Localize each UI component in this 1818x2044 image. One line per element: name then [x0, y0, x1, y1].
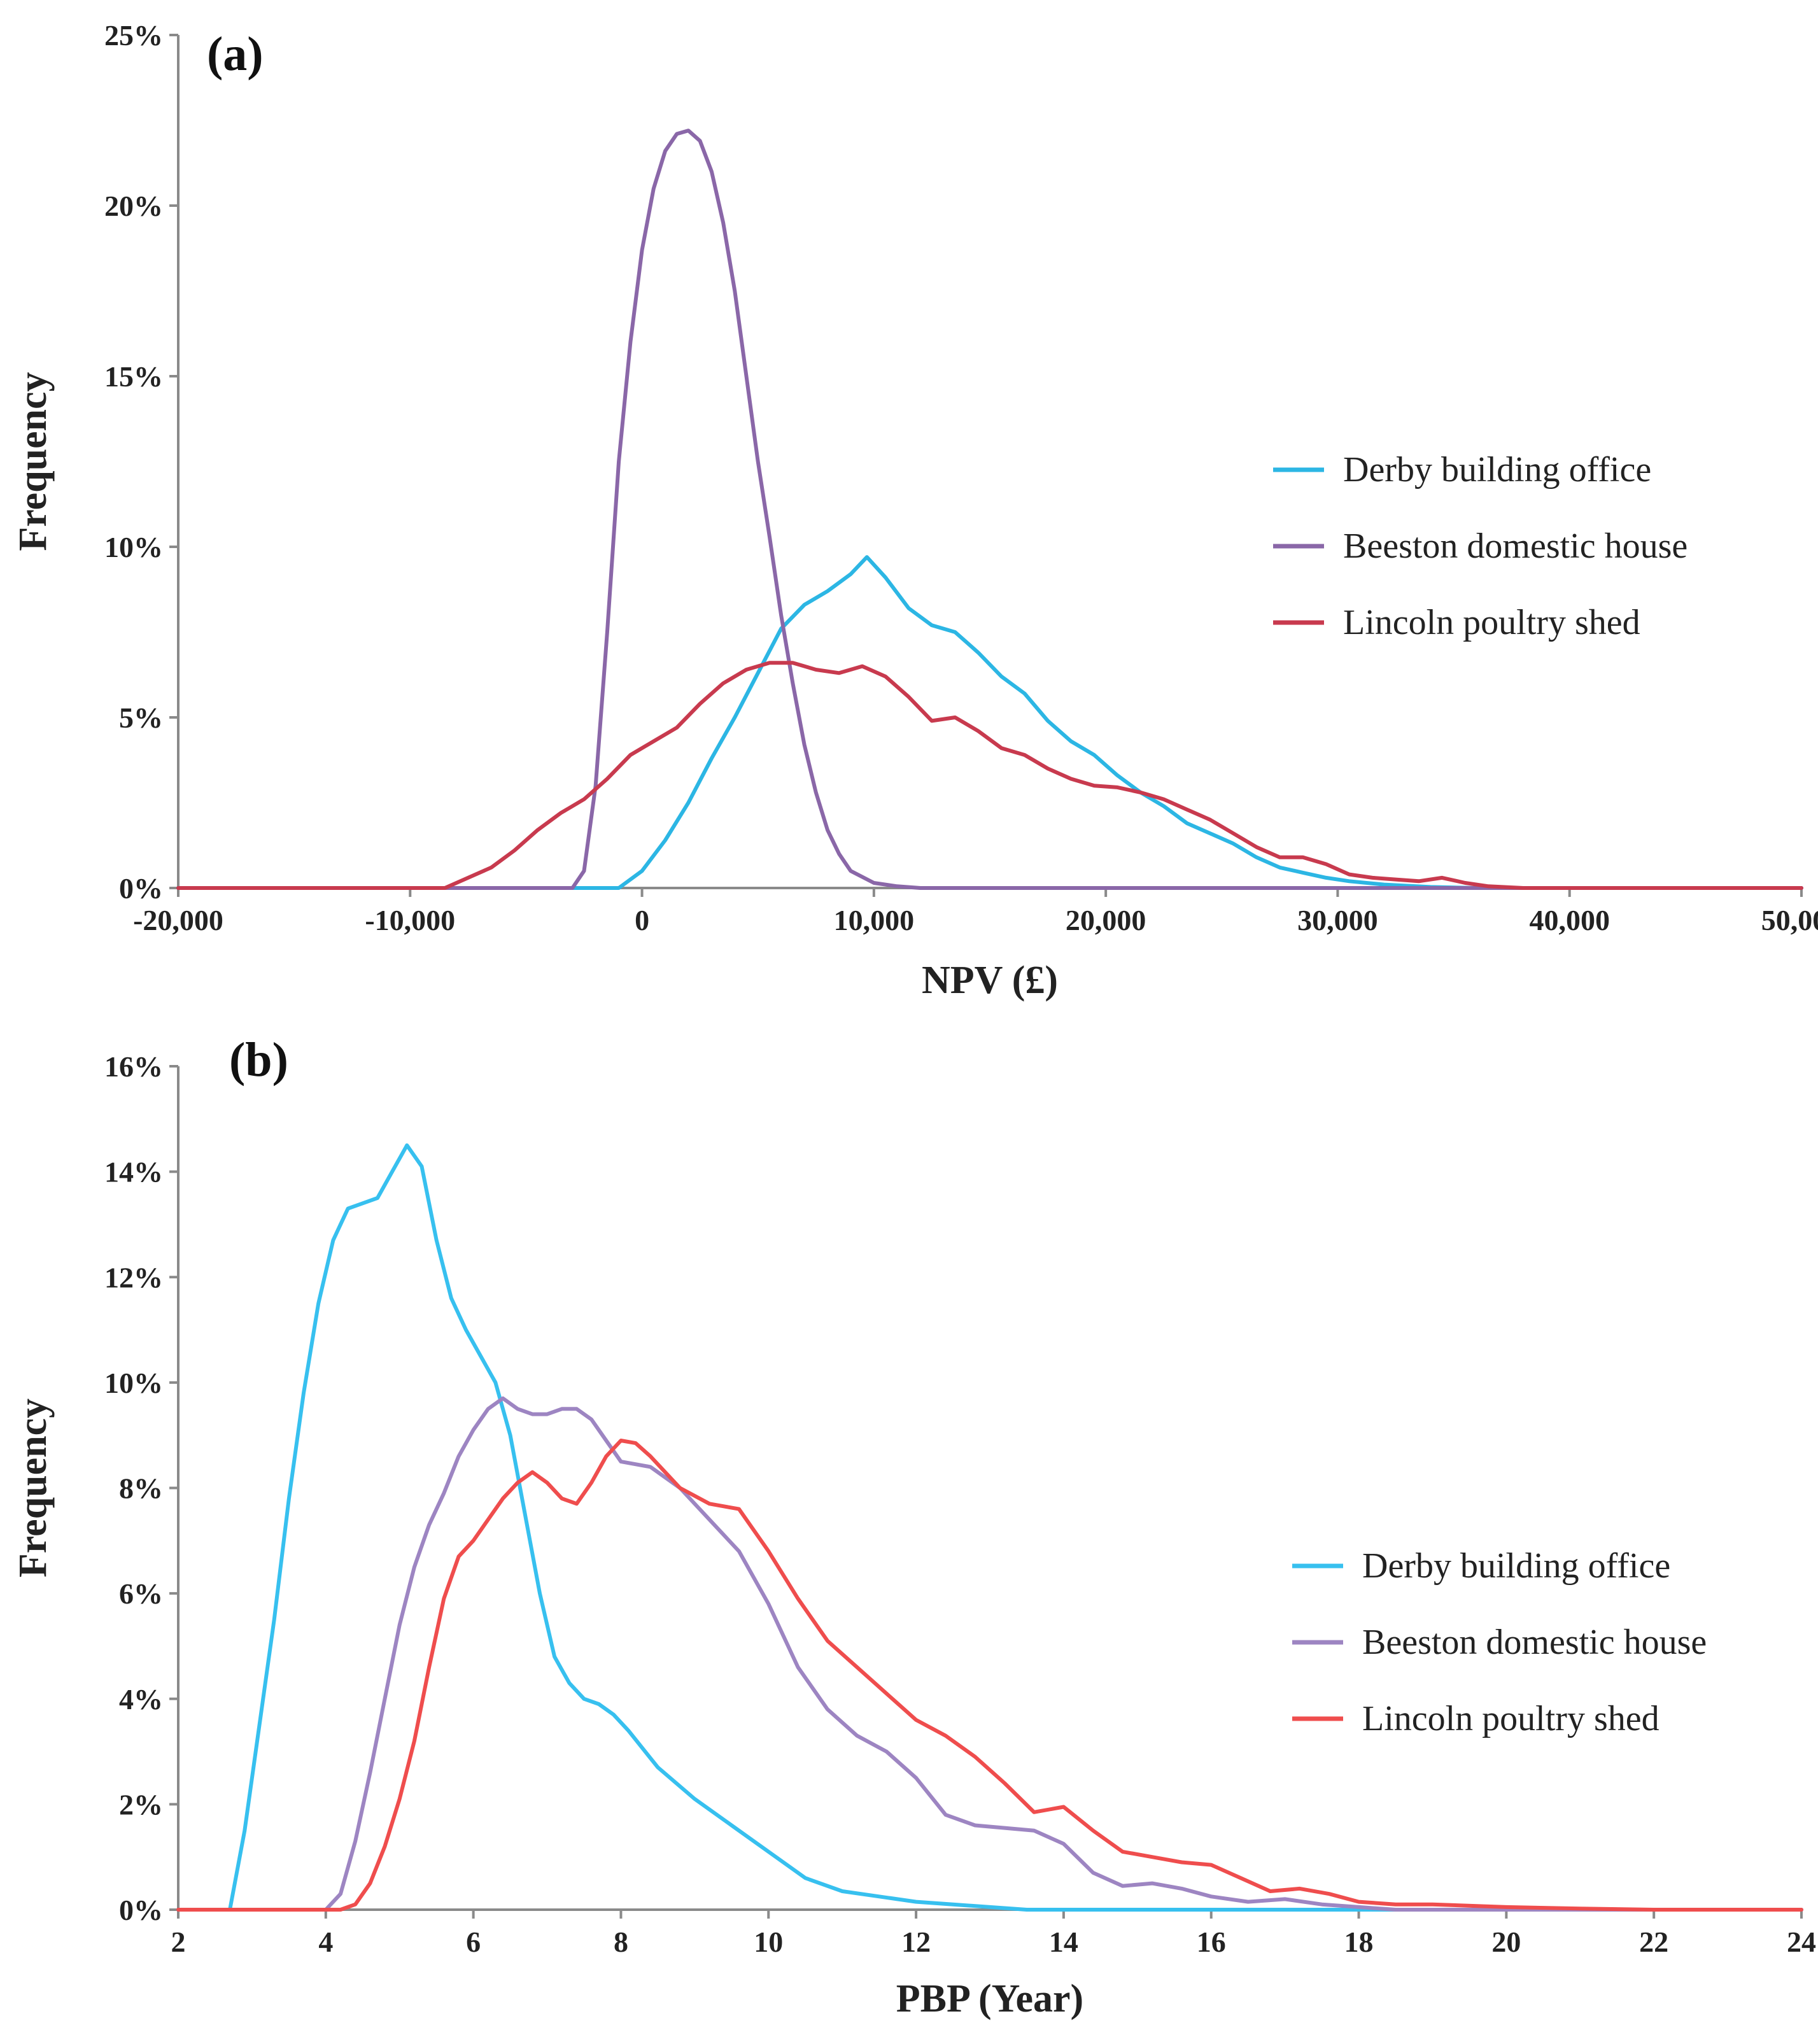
y-tick-label: 14% — [104, 1156, 163, 1188]
x-tick-label: -10,000 — [365, 904, 455, 936]
series-line-1 — [176, 1396, 1803, 1912]
x-tick-label: 20,000 — [1066, 904, 1146, 936]
y-tick-label: 4% — [119, 1683, 163, 1716]
legend: Derby building office Beeston domestic ho… — [1292, 1546, 1707, 1738]
x-axis-label: PBP (Year) — [896, 1977, 1083, 2020]
y-tick-label: 0% — [119, 872, 163, 905]
series-line-1 — [176, 129, 1803, 890]
y-tick-label: 16% — [104, 1050, 163, 1083]
y-tick-label: 10% — [104, 1367, 163, 1399]
y-tick-label: 2% — [119, 1788, 163, 1821]
legend-label: Beeston domestic house — [1362, 1623, 1707, 1662]
x-tick-label: 20 — [1491, 1926, 1521, 1958]
x-tick-label: 14 — [1049, 1926, 1078, 1958]
legend-label: Derby building office — [1343, 450, 1651, 490]
panel-label: (a) — [207, 27, 264, 81]
y-tick-label: 20% — [104, 190, 163, 222]
series-line-2 — [176, 1439, 1803, 1912]
panel-label: (b) — [229, 1033, 288, 1087]
series-line-0 — [176, 555, 1803, 890]
y-tick-label: 25% — [104, 19, 163, 52]
x-tick-label: 8 — [614, 1926, 628, 1958]
y-tick-label: 12% — [104, 1261, 163, 1293]
x-tick-label: 2 — [171, 1926, 186, 1958]
y-tick-label: 6% — [119, 1577, 163, 1610]
x-axis-label: NPV (£) — [922, 959, 1058, 1002]
y-axis-label: Frequency — [11, 372, 55, 551]
legend-label: Lincoln poultry shed — [1362, 1699, 1659, 1738]
legend-label: Beeston domestic house — [1343, 526, 1688, 566]
y-tick-label: 8% — [119, 1472, 163, 1505]
chart-panel-1: 0%2%4%6%8%10%12%14%16%2 4 6 8 10 12 14 16 18 20 22… — [11, 1033, 1816, 2020]
legend-label: Derby building office — [1362, 1546, 1670, 1586]
x-tick-label: 50,000 — [1761, 904, 1818, 936]
x-tick-label: 16 — [1197, 1926, 1226, 1958]
x-tick-label: 30,000 — [1297, 904, 1378, 936]
y-tick-label: 5% — [119, 701, 163, 734]
x-tick-label: 22 — [1639, 1926, 1668, 1958]
series-line-0 — [176, 1143, 1803, 1912]
x-tick-label: 40,000 — [1529, 904, 1610, 936]
legend-label: Lincoln poultry shed — [1343, 603, 1640, 642]
y-tick-label: 10% — [104, 531, 163, 563]
x-tick-label: 24 — [1787, 1926, 1816, 1958]
y-axis-label: Frequency — [11, 1399, 55, 1577]
x-tick-label: 12 — [901, 1926, 931, 1958]
x-tick-label: 0 — [635, 904, 649, 936]
x-tick-label: 10 — [754, 1926, 783, 1958]
y-tick-label: 0% — [119, 1894, 163, 1926]
x-tick-label: 10,000 — [834, 904, 915, 936]
x-tick-label: 18 — [1344, 1926, 1374, 1958]
x-tick-label: -20,000 — [133, 904, 223, 936]
x-tick-label: 4 — [318, 1926, 333, 1958]
chart-panel-0: 0% 5% 10% 15% 20% 25% -20,000 -10,000 0 10,000 20,… — [11, 19, 1818, 1002]
legend: Derby building office Beeston domestic ho… — [1273, 450, 1688, 642]
x-tick-label: 6 — [466, 1926, 481, 1958]
y-tick-label: 15% — [104, 360, 163, 393]
series-line-2 — [176, 661, 1803, 890]
